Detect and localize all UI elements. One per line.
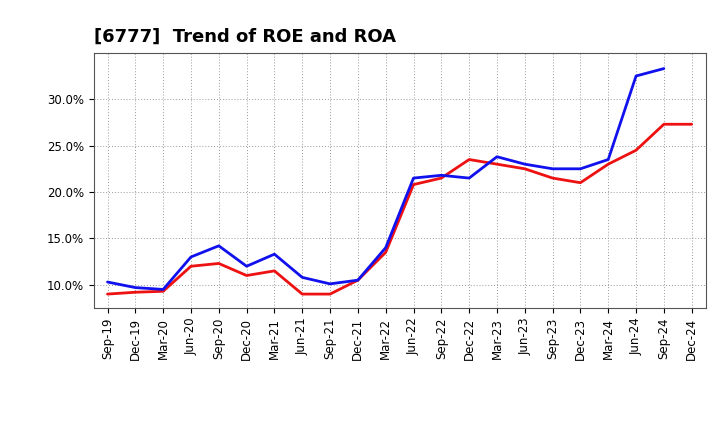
ROA bbox=[159, 287, 168, 292]
ROA bbox=[131, 285, 140, 290]
ROE bbox=[103, 291, 112, 297]
ROE bbox=[631, 147, 640, 153]
Line: ROA: ROA bbox=[107, 69, 664, 290]
ROE bbox=[437, 176, 446, 181]
ROA bbox=[437, 172, 446, 178]
ROA bbox=[409, 176, 418, 181]
ROE bbox=[382, 249, 390, 255]
ROE bbox=[521, 166, 529, 172]
ROE bbox=[298, 291, 307, 297]
ROE bbox=[159, 289, 168, 294]
ROE bbox=[270, 268, 279, 274]
ROA bbox=[354, 278, 362, 283]
ROE bbox=[242, 273, 251, 278]
ROA bbox=[576, 166, 585, 172]
ROA bbox=[631, 73, 640, 79]
ROE bbox=[131, 290, 140, 295]
ROA bbox=[382, 245, 390, 250]
ROE bbox=[688, 121, 696, 127]
ROA bbox=[492, 154, 501, 159]
ROE bbox=[215, 261, 223, 266]
ROA bbox=[103, 279, 112, 285]
ROA bbox=[549, 166, 557, 172]
Text: [6777]  Trend of ROE and ROA: [6777] Trend of ROE and ROA bbox=[94, 28, 395, 46]
ROA bbox=[465, 176, 474, 181]
ROA bbox=[325, 281, 334, 286]
ROE bbox=[465, 157, 474, 162]
ROA bbox=[521, 161, 529, 167]
Line: ROE: ROE bbox=[107, 124, 692, 294]
ROA bbox=[298, 275, 307, 280]
ROE bbox=[549, 176, 557, 181]
ROA bbox=[270, 252, 279, 257]
ROE bbox=[576, 180, 585, 185]
ROE bbox=[492, 161, 501, 167]
ROE bbox=[604, 161, 613, 167]
ROE bbox=[354, 278, 362, 283]
ROA bbox=[215, 243, 223, 249]
ROE bbox=[660, 121, 668, 127]
ROA bbox=[604, 157, 613, 162]
ROA bbox=[660, 66, 668, 71]
ROA bbox=[186, 254, 195, 260]
ROA bbox=[242, 264, 251, 269]
ROE bbox=[186, 264, 195, 269]
ROE bbox=[409, 182, 418, 187]
ROE bbox=[325, 291, 334, 297]
